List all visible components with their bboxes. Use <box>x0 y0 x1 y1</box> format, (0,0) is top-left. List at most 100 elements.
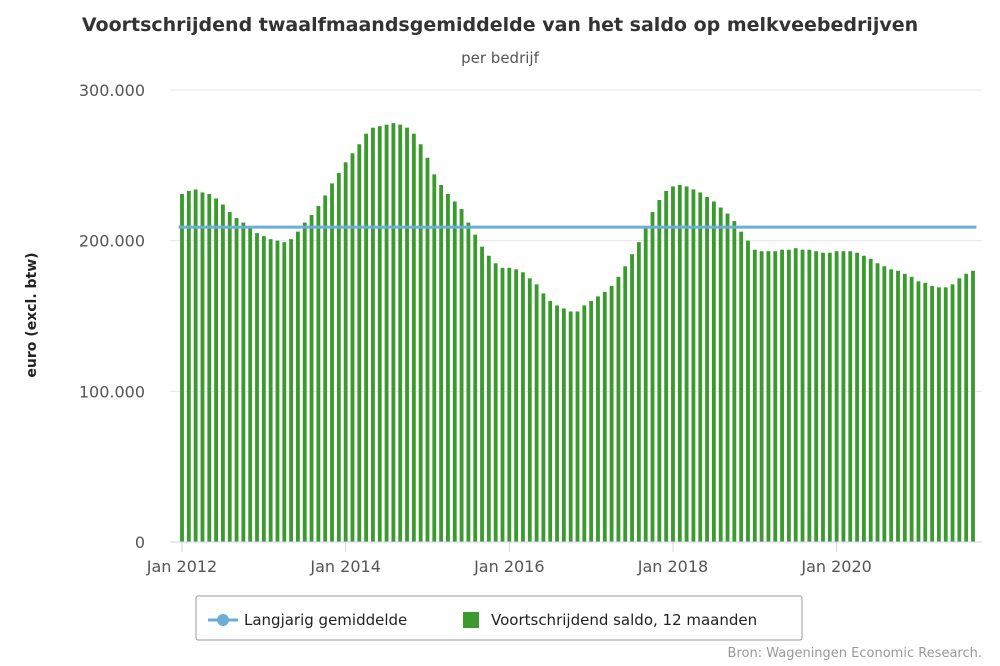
bar <box>957 278 962 542</box>
bar <box>384 124 389 543</box>
legend-label-saldo: Voortschrijdend saldo, 12 maanden <box>491 611 757 629</box>
bar <box>255 233 259 542</box>
bar <box>350 153 355 542</box>
bar <box>323 195 328 542</box>
y-tick-label: 300.000 <box>79 81 145 100</box>
bar <box>814 251 819 542</box>
bar-series <box>180 123 975 543</box>
bar <box>937 287 941 542</box>
x-axis-ticks: Jan 2012 Jan 2014 Jan 2016 Jan 2018 Jan 2020 <box>146 542 872 576</box>
bar <box>221 204 225 542</box>
bar <box>602 291 607 542</box>
bar <box>371 127 375 543</box>
bar <box>568 311 573 542</box>
bar <box>657 199 662 543</box>
bar <box>289 239 294 542</box>
bar <box>698 192 703 542</box>
y-tick-label: 200.000 <box>79 232 145 251</box>
y-tick-label: 100.000 <box>79 382 145 401</box>
bar <box>432 174 437 542</box>
bar <box>575 311 580 542</box>
bar <box>227 212 232 543</box>
bar <box>630 254 634 543</box>
bar <box>786 249 791 542</box>
bar <box>650 212 655 543</box>
bar <box>582 305 587 542</box>
bar <box>882 266 887 542</box>
y-tick-label: 0 <box>135 533 145 552</box>
bar <box>725 213 730 543</box>
bar <box>732 221 737 542</box>
bar <box>466 222 471 542</box>
bar <box>316 206 321 542</box>
bar <box>800 249 805 542</box>
x-tick-label: Jan 2012 <box>146 557 217 576</box>
bar <box>766 251 771 542</box>
bar <box>841 251 846 542</box>
legend-item-average[interactable]: Langjarig gemiddelde <box>208 611 407 629</box>
legend-box <box>195 595 803 641</box>
legend-bar-symbol <box>463 612 479 628</box>
x-tick-label: Jan 2016 <box>473 557 544 576</box>
bar <box>180 193 184 542</box>
bar <box>521 272 525 542</box>
x-tick-label: Jan 2014 <box>309 557 380 576</box>
bar <box>336 172 341 542</box>
bar <box>268 239 273 542</box>
bar <box>971 270 975 542</box>
bar <box>684 186 689 542</box>
bar <box>555 305 559 542</box>
bar <box>916 281 921 542</box>
bar <box>541 293 546 542</box>
bar <box>207 193 212 542</box>
bar <box>561 308 566 542</box>
bar <box>500 267 505 542</box>
legend-marker-symbol <box>217 614 229 626</box>
bar <box>759 251 764 542</box>
bar <box>377 126 382 542</box>
bar <box>609 285 614 542</box>
x-tick-label: Jan 2020 <box>800 557 871 576</box>
bar <box>411 133 416 542</box>
credits: Bron: Wageningen Economic Research. <box>728 646 982 661</box>
bar <box>357 144 362 543</box>
bar <box>425 157 430 543</box>
bar <box>889 269 894 542</box>
bar <box>671 186 675 542</box>
bar <box>364 133 369 542</box>
legend-label-average: Langjarig gemiddelde <box>244 611 407 629</box>
bar <box>248 227 253 543</box>
bar <box>534 284 539 542</box>
bar <box>623 266 628 542</box>
bar <box>309 215 314 543</box>
bar <box>875 263 880 542</box>
bar <box>868 258 873 542</box>
bar <box>446 193 450 542</box>
bar <box>834 251 839 542</box>
bar <box>677 184 682 543</box>
bar <box>234 218 239 542</box>
bar <box>589 300 594 542</box>
bar <box>746 240 750 543</box>
bar <box>200 192 205 542</box>
bar <box>493 263 498 542</box>
bar <box>405 127 409 543</box>
bar <box>807 249 812 542</box>
bar <box>527 278 532 542</box>
bar <box>848 251 853 542</box>
bar <box>855 252 859 542</box>
bar <box>861 255 866 543</box>
bar <box>343 162 348 542</box>
bar <box>793 248 798 542</box>
bar <box>241 222 246 542</box>
legend-item-saldo[interactable]: Voortschrijdend saldo, 12 maanden <box>463 611 757 629</box>
bar <box>718 207 723 542</box>
bar <box>827 252 832 542</box>
bar <box>214 198 219 543</box>
chart-subtitle: per bedrijf <box>461 49 539 67</box>
bar <box>902 273 907 542</box>
bar <box>664 190 669 542</box>
bar <box>780 249 784 542</box>
bar <box>330 183 334 542</box>
bar <box>282 242 287 543</box>
